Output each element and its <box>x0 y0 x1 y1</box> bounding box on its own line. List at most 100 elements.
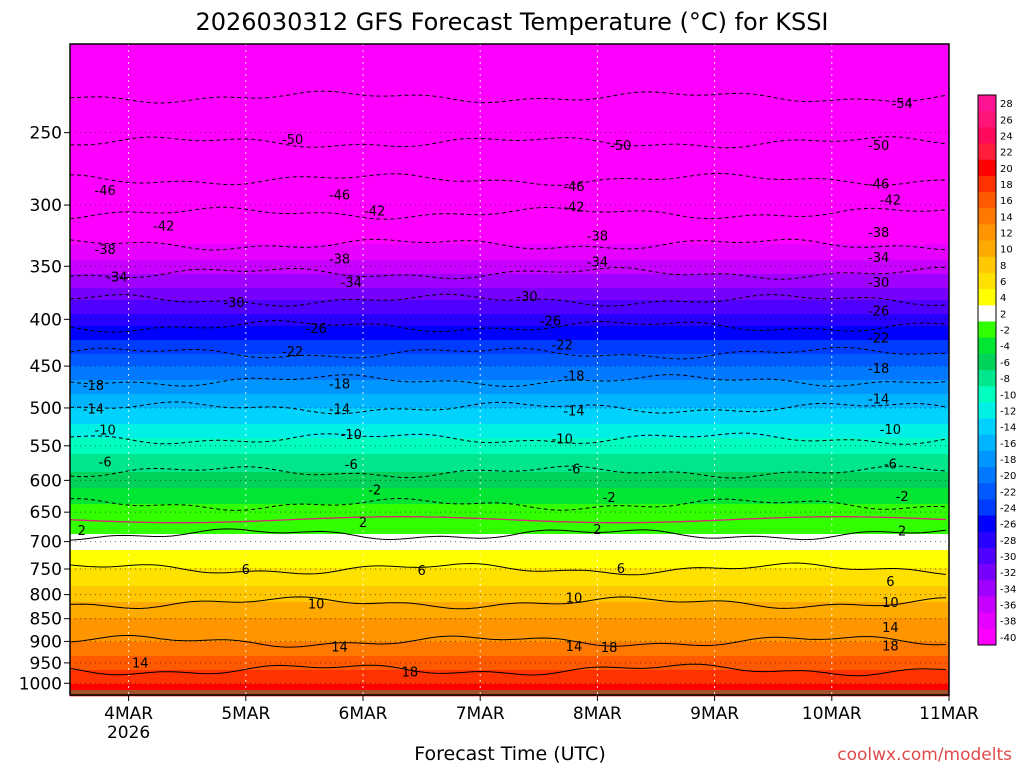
colorbar-label: -24 <box>1000 504 1016 515</box>
temperature-band <box>70 660 949 663</box>
isotherm-label: 6 <box>242 563 250 578</box>
temperature-band <box>70 290 949 293</box>
temperature-band <box>70 636 949 639</box>
temperature-band <box>70 382 949 385</box>
temperature-band <box>70 66 949 69</box>
isotherm-label: 6 <box>886 575 894 590</box>
temperature-band <box>70 74 949 77</box>
temperature-band <box>70 498 949 501</box>
temperature-band <box>70 298 949 301</box>
temperature-band <box>70 54 949 57</box>
temperature-band <box>70 578 949 581</box>
temperature-band <box>70 628 949 631</box>
temperature-band <box>70 62 949 65</box>
temperature-band <box>70 540 949 543</box>
colorbar-label: -22 <box>1000 487 1016 498</box>
chart-title: 2026030312 GFS Forecast Temperature (°C)… <box>195 8 828 36</box>
colorbar-label: 28 <box>1000 99 1013 110</box>
temperature-band <box>70 194 949 197</box>
temperature-band <box>70 680 949 683</box>
temperature-band <box>70 686 949 689</box>
temperature-band <box>70 276 949 279</box>
y-axis: 2503003504004505005506006507007508008509… <box>19 124 70 694</box>
temperature-band <box>70 330 949 333</box>
temperature-band <box>70 668 949 671</box>
temperature-band <box>70 386 949 389</box>
temperature-band <box>70 234 949 237</box>
temperature-band <box>70 374 949 377</box>
colorbar-swatch <box>978 547 996 565</box>
temperature-band <box>70 632 949 635</box>
ground-band <box>70 689 949 695</box>
temperature-band <box>70 82 949 85</box>
temperature-band <box>70 428 949 431</box>
colorbar-swatch <box>978 580 996 597</box>
temperature-band <box>70 478 949 481</box>
temperature-band <box>70 122 949 125</box>
isotherm-label: -42 <box>153 220 174 235</box>
temperature-band <box>70 96 949 99</box>
temperature-band <box>70 250 949 253</box>
temperature-band <box>70 604 949 607</box>
temperature-band <box>70 446 949 449</box>
temperature-band <box>70 48 949 51</box>
y-tick-label: 1000 <box>19 674 62 694</box>
colorbar-label: -30 <box>1000 552 1016 563</box>
colorbar-label: -34 <box>1000 584 1016 595</box>
isotherm-label: 2 <box>898 525 906 540</box>
y-tick-label: 450 <box>30 357 62 377</box>
colorbar-swatch <box>978 531 996 549</box>
temperature-band <box>70 164 949 167</box>
temperature-band <box>70 570 949 573</box>
temperature-band <box>70 90 949 93</box>
colorbar-label: -4 <box>1000 342 1010 353</box>
colorbar-swatch <box>978 289 996 306</box>
temperature-band <box>70 312 949 315</box>
temperature-band <box>70 332 949 335</box>
x-tick-label: 4MAR <box>104 704 153 724</box>
temperature-band <box>70 424 949 427</box>
temperature-band <box>70 254 949 257</box>
temperature-band <box>70 210 949 213</box>
colorbar-label: -8 <box>1000 374 1010 385</box>
isotherm-label: -14 <box>563 404 584 419</box>
isotherm-label: -34 <box>106 270 127 285</box>
temperature-band <box>70 142 949 145</box>
temperature-band <box>70 102 949 105</box>
colorbar-swatch <box>978 208 996 225</box>
colorbar-swatch <box>978 467 996 484</box>
temperature-band <box>70 468 949 471</box>
isotherm-label: -22 <box>552 338 573 353</box>
temperature-band <box>70 202 949 205</box>
temperature-band <box>70 384 949 387</box>
temperature-band <box>70 280 949 283</box>
temperature-band <box>70 286 949 289</box>
temperature-band <box>70 666 949 669</box>
temperature-band <box>70 320 949 323</box>
temperature-band <box>70 110 949 113</box>
isotherm-label: -18 <box>868 362 889 377</box>
temperature-band <box>70 538 949 541</box>
temperature-band <box>70 314 949 317</box>
isotherm-label: -26 <box>306 322 327 337</box>
isotherm-label: -26 <box>540 314 561 329</box>
temperature-band <box>70 338 949 341</box>
isotherm-label: -54 <box>892 97 913 112</box>
temperature-band <box>70 560 949 563</box>
temperature-band <box>70 464 949 467</box>
temperature-band <box>70 688 949 691</box>
temperature-band <box>70 270 949 273</box>
temperature-band <box>70 542 949 545</box>
temperature-band <box>70 508 949 511</box>
colorbar-swatch <box>978 95 996 112</box>
credit-text[interactable]: coolwx.com/modelts <box>837 745 1012 765</box>
temperature-band <box>70 662 949 665</box>
colorbar-swatch <box>978 612 996 630</box>
temperature-band <box>70 572 949 575</box>
isotherm-label: -46 <box>95 184 116 199</box>
colorbar-label: -2 <box>1000 326 1010 337</box>
temperature-band <box>70 586 949 589</box>
temperature-band <box>70 634 949 637</box>
temperature-band <box>70 576 949 579</box>
temperature-band <box>70 676 949 679</box>
